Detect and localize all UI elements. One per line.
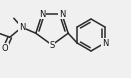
Text: N: N: [19, 23, 25, 32]
Text: N: N: [102, 39, 108, 48]
Text: N: N: [59, 10, 65, 19]
Text: N: N: [39, 10, 45, 19]
Text: O: O: [2, 44, 8, 53]
Text: S: S: [49, 40, 55, 50]
